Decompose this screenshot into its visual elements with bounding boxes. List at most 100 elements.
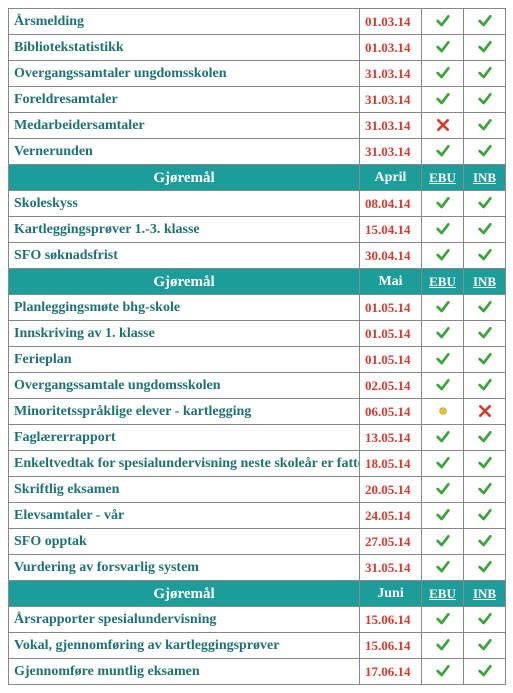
ebu-status [422,321,464,347]
check-icon [435,66,451,81]
inb-status [464,503,506,529]
check-icon [435,612,451,627]
date-cell: 20.05.14 [360,477,422,503]
inb-status [464,659,506,685]
ebu-status [422,295,464,321]
check-icon [477,352,493,367]
inb-status [464,477,506,503]
section-header: GjøremålMaiEBUINB [9,269,506,295]
check-icon [477,222,493,237]
check-icon [435,430,451,445]
inb-status [464,347,506,373]
header-ebu[interactable]: EBU [422,269,464,295]
ebu-status [422,61,464,87]
check-icon [477,66,493,81]
task-cell: Vernerunden [9,139,360,165]
check-icon [435,638,451,653]
date-cell: 06.05.14 [360,399,422,425]
ebu-status [422,425,464,451]
date-cell: 02.05.14 [360,373,422,399]
ebu-status [422,35,464,61]
table-row: Foreldresamtaler31.03.14 [9,87,506,113]
date-cell: 31.03.14 [360,87,422,113]
date-cell: 01.05.14 [360,295,422,321]
table-row: Innskriving av 1. klasse01.05.14 [9,321,506,347]
inb-status [464,451,506,477]
header-inb[interactable]: INB [464,165,506,191]
check-icon [435,14,451,29]
date-cell: 31.05.14 [360,555,422,581]
task-cell: Planleggingsmøte bhg-skole [9,295,360,321]
check-icon [477,560,493,575]
ebu-status [422,217,464,243]
task-cell: Faglærerrapport [9,425,360,451]
date-cell: 01.03.14 [360,35,422,61]
inb-status [464,399,506,425]
task-table: Årsmelding01.03.14Bibliotekstatistikk01.… [8,8,506,685]
header-ebu[interactable]: EBU [422,581,464,607]
check-icon [435,664,451,679]
dot-icon [435,404,451,419]
header-inb[interactable]: INB [464,269,506,295]
inb-status [464,243,506,269]
task-cell: Skriftlig eksamen [9,477,360,503]
task-cell: Årsrapporter spesialundervisning [9,607,360,633]
inb-status [464,217,506,243]
table-row: Minoritetsspråklige elever - kartlegging… [9,399,506,425]
check-icon [435,352,451,367]
header-month: April [360,165,422,191]
date-cell: 15.06.14 [360,633,422,659]
table-row: Ferieplan01.05.14 [9,347,506,373]
task-cell: Innskriving av 1. klasse [9,321,360,347]
ebu-status [422,451,464,477]
check-icon [477,664,493,679]
check-icon [435,326,451,341]
task-cell: Enkeltvedtak for spesialundervisning nes… [9,451,360,477]
cross-icon [477,404,493,419]
header-inb[interactable]: INB [464,581,506,607]
table-row: Vurdering av forsvarlig system31.05.14 [9,555,506,581]
date-cell: 01.03.14 [360,9,422,35]
date-cell: 13.05.14 [360,425,422,451]
date-cell: 01.05.14 [360,321,422,347]
check-icon [435,92,451,107]
ebu-status [422,555,464,581]
check-icon [435,222,451,237]
date-cell: 15.04.14 [360,217,422,243]
table-row: Skriftlig eksamen20.05.14 [9,477,506,503]
inb-status [464,633,506,659]
inb-status [464,555,506,581]
table-row: Årsmelding01.03.14 [9,9,506,35]
check-icon [435,482,451,497]
check-icon [477,612,493,627]
check-icon [435,40,451,55]
task-cell: Foreldresamtaler [9,87,360,113]
task-table-wrapper: Årsmelding01.03.14Bibliotekstatistikk01.… [8,8,505,685]
inb-status [464,35,506,61]
task-cell: Gjennomføre muntlig eksamen [9,659,360,685]
check-icon [435,300,451,315]
inb-status [464,373,506,399]
ebu-status [422,607,464,633]
inb-status [464,191,506,217]
inb-status [464,9,506,35]
ebu-status [422,347,464,373]
ebu-status [422,191,464,217]
check-icon [477,40,493,55]
date-cell: 30.04.14 [360,243,422,269]
check-icon [435,534,451,549]
table-row: Medarbeidersamtaler31.03.14 [9,113,506,139]
check-icon [477,534,493,549]
table-row: Kartleggingsprøver 1.-3. klasse15.04.14 [9,217,506,243]
task-cell: Ferieplan [9,347,360,373]
table-row: Årsrapporter spesialundervisning15.06.14 [9,607,506,633]
task-cell: Kartleggingsprøver 1.-3. klasse [9,217,360,243]
header-task-label: Gjøremål [9,165,360,191]
check-icon [477,508,493,523]
header-ebu[interactable]: EBU [422,165,464,191]
check-icon [435,508,451,523]
table-row: Planleggingsmøte bhg-skole01.05.14 [9,295,506,321]
date-cell: 18.05.14 [360,451,422,477]
task-cell: Medarbeidersamtaler [9,113,360,139]
task-cell: Elevsamtaler - vår [9,503,360,529]
